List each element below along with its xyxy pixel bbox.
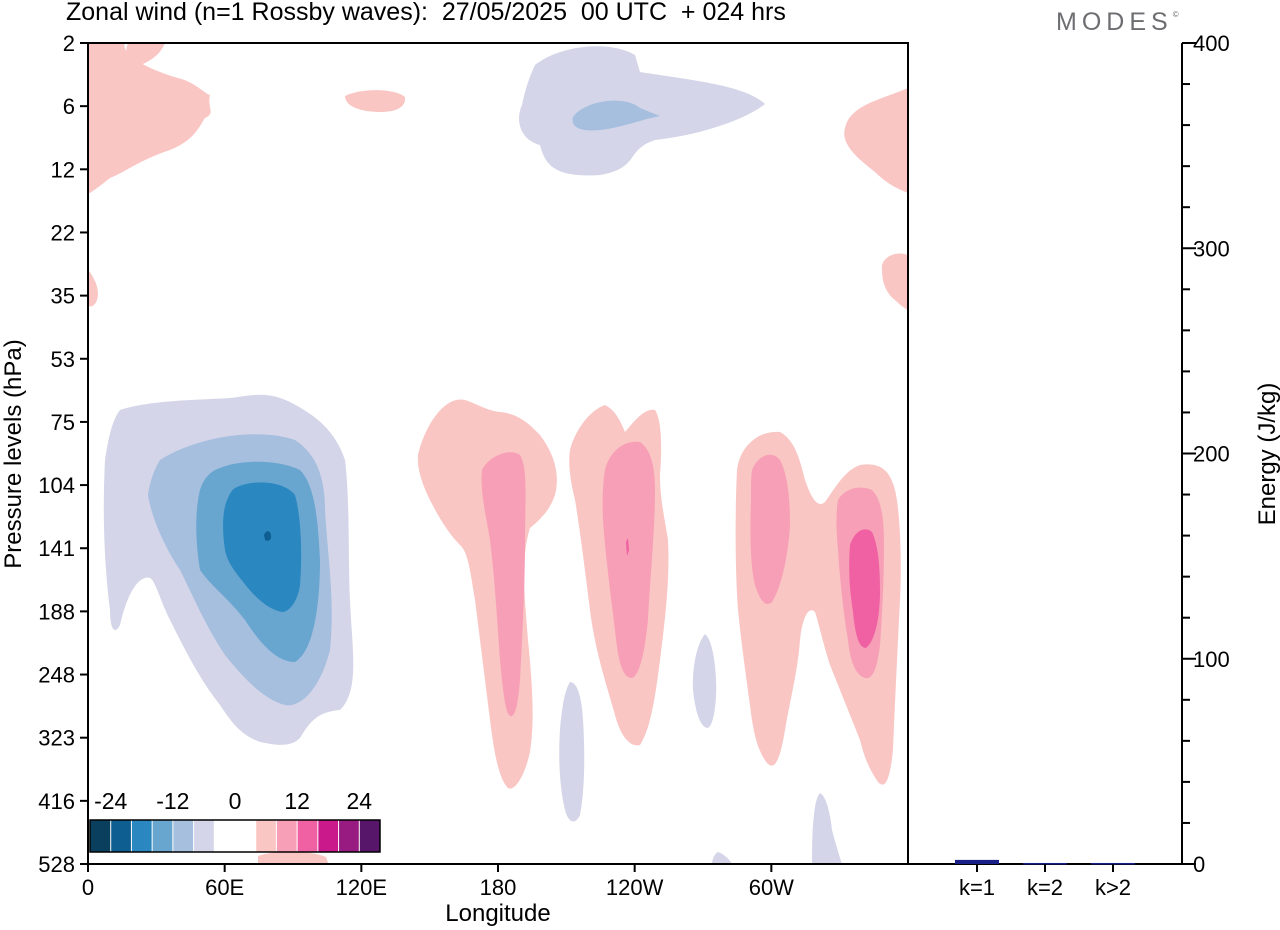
pressure-tick-label: 22 [51, 220, 75, 245]
contour-lobe-180-outer [417, 399, 557, 789]
colorbar-swatch [235, 820, 257, 852]
energy-tick-label: 400 [1193, 31, 1230, 56]
pressure-tick-label: 188 [38, 599, 75, 624]
colorbar-swatch [90, 820, 112, 852]
energy-bar [955, 859, 999, 864]
contour-upper-left-edge [88, 43, 211, 194]
contour-right-edge-35hPa [881, 253, 908, 310]
pressure-axis-title: Pressure levels (hPa) [0, 339, 27, 568]
pressure-tick-label: 2 [63, 31, 75, 56]
pressure-tick-label: 53 [51, 347, 75, 372]
colorbar-swatch [131, 820, 153, 852]
colorbar-label: -12 [156, 788, 189, 814]
colorbar-frame [89, 819, 381, 853]
longitude-tick-label: 0 [82, 875, 94, 900]
brand-logo: MODES© [1056, 8, 1179, 37]
pressure-tick-label: 248 [38, 663, 75, 688]
pressure-tick-label: 323 [38, 726, 75, 751]
energy-bar [1023, 862, 1067, 865]
energy-tick-label: 200 [1193, 442, 1230, 467]
contour-upper-left-edge [126, 43, 165, 67]
contour-lobe-180-inner [481, 452, 526, 717]
energy-category-label: k=1 [959, 875, 995, 900]
energy-category-label: k>2 [1095, 875, 1131, 900]
colorbar-swatch [214, 820, 236, 852]
longitude-tick-label: 60E [205, 875, 244, 900]
contour-field [88, 43, 908, 864]
contour-core-upper-tropics-180 [572, 100, 660, 131]
contour-left-edge-35hPa [88, 270, 98, 307]
longitude-tick-label: 120W [606, 875, 664, 900]
chart-title: Zonal wind (n=1 Rossby waves): 27/05/202… [66, 0, 786, 26]
contour-lobe-120W-core [626, 538, 629, 556]
colorbar-swatch [152, 820, 174, 852]
brand-name: MODES [1056, 8, 1173, 36]
contour-dipole-60E-l4 [223, 482, 302, 612]
colorbar-label: -24 [94, 788, 127, 814]
colorbar-label: 12 [284, 788, 310, 814]
longitude-axis-title: Longitude [445, 900, 550, 927]
energy-tick-label: 100 [1193, 647, 1230, 672]
contour-upper-right-edge [844, 88, 908, 193]
longitude-tick-label: 180 [480, 875, 517, 900]
pressure-tick-label: 416 [38, 789, 75, 814]
colorbar-swatch [317, 820, 340, 852]
contour-upper-small-60E [345, 90, 406, 112]
pressure-tick-label: 528 [38, 852, 75, 877]
pressure-tick-label: 6 [63, 94, 75, 119]
contour-sliver-100W [692, 634, 717, 728]
pressure-tick-label: 104 [38, 473, 75, 498]
energy-bars [955, 859, 1135, 865]
colorbar: -24 -12 0 12 24 [89, 788, 381, 853]
energy-bar [1091, 862, 1135, 865]
contour-lobe-30W-core [849, 529, 880, 648]
contour-lobe-55W-inner [750, 454, 790, 605]
contour-sliver-85W-bottom [712, 852, 732, 864]
colorbar-swatch [359, 820, 381, 852]
colorbar-swatch [110, 820, 132, 852]
energy-axis-title: Energy (J/kg) [1254, 383, 1280, 526]
longitude-tick-label: 120E [336, 875, 387, 900]
pressure-tick-label: 12 [51, 157, 75, 182]
energy-tick-label: 300 [1193, 236, 1230, 261]
pressure-tick-label: 35 [51, 284, 75, 309]
contour-bottom-strip-60E [258, 851, 328, 864]
colorbar-swatch [338, 820, 360, 852]
brand-mark: © [1172, 10, 1179, 19]
colorbar-swatch [276, 820, 298, 852]
colorbar-label: 24 [346, 788, 372, 814]
longitude-tick-label: 60W [749, 875, 794, 900]
colorbar-label: 0 [229, 788, 242, 814]
colorbar-swatch [172, 820, 195, 852]
longitude-axis: 0 60E 120E 180 120W 60W [82, 864, 794, 900]
contour-sliver-40W-bottom [812, 793, 842, 864]
energy-categories: k=1 k=2 k>2 [959, 864, 1131, 900]
contour-sliver-150W [559, 682, 585, 822]
contour-lobe-120W-inner [602, 441, 655, 678]
colorbar-swatch [255, 820, 277, 852]
energy-axis: 0 100 200 300 400 [1182, 31, 1230, 877]
colorbar-swatch [193, 820, 215, 852]
energy-category-label: k=2 [1027, 875, 1063, 900]
colorbar-swatch [297, 820, 319, 852]
energy-tick-label: 0 [1193, 852, 1205, 877]
pressure-tick-label: 141 [38, 536, 75, 561]
pressure-tick-label: 75 [51, 410, 75, 435]
contour-dipole-60E-core [264, 531, 272, 541]
pressure-axis: 2 6 12 22 35 53 75 104 141 188 248 323 416 528 [38, 31, 88, 877]
